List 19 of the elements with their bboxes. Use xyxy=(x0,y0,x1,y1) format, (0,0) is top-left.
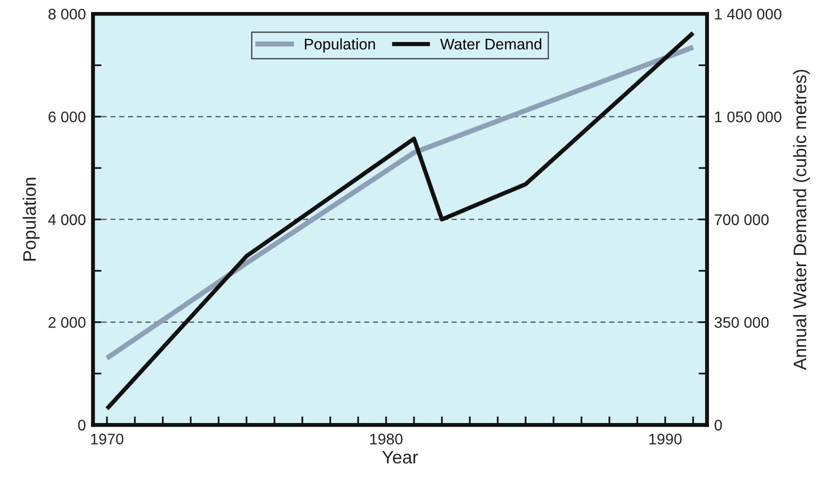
x-tick-label: 1970 xyxy=(91,434,124,444)
y-axis-title: Population xyxy=(22,178,40,261)
y-tick-label: 6 000 xyxy=(48,112,86,122)
y2-tick-label: 350 000 xyxy=(714,317,769,328)
x-axis-title: Year xyxy=(382,450,418,464)
y-tick-label: 2 000 xyxy=(48,317,86,328)
x-tick-label: 1990 xyxy=(649,434,682,444)
legend-label: Population xyxy=(304,38,375,53)
legend-label: Water Demand xyxy=(440,38,542,50)
y-tick-label: 8 000 xyxy=(48,8,86,20)
y2-tick-label: 700 000 xyxy=(714,214,769,226)
x-tick-label: 1980 xyxy=(370,434,402,444)
y-tick-label: 4 000 xyxy=(48,214,86,226)
y2-axis-title: Annual Water Demand (cubic metres) xyxy=(793,70,810,370)
y2-tick-label: 0 xyxy=(714,420,722,431)
y-tick-label: 0 xyxy=(78,420,86,431)
line-series xyxy=(104,30,696,411)
y2-tick-label: 1 050 000 xyxy=(715,112,782,122)
y2-tick-label: 1 400 000 xyxy=(715,8,782,20)
